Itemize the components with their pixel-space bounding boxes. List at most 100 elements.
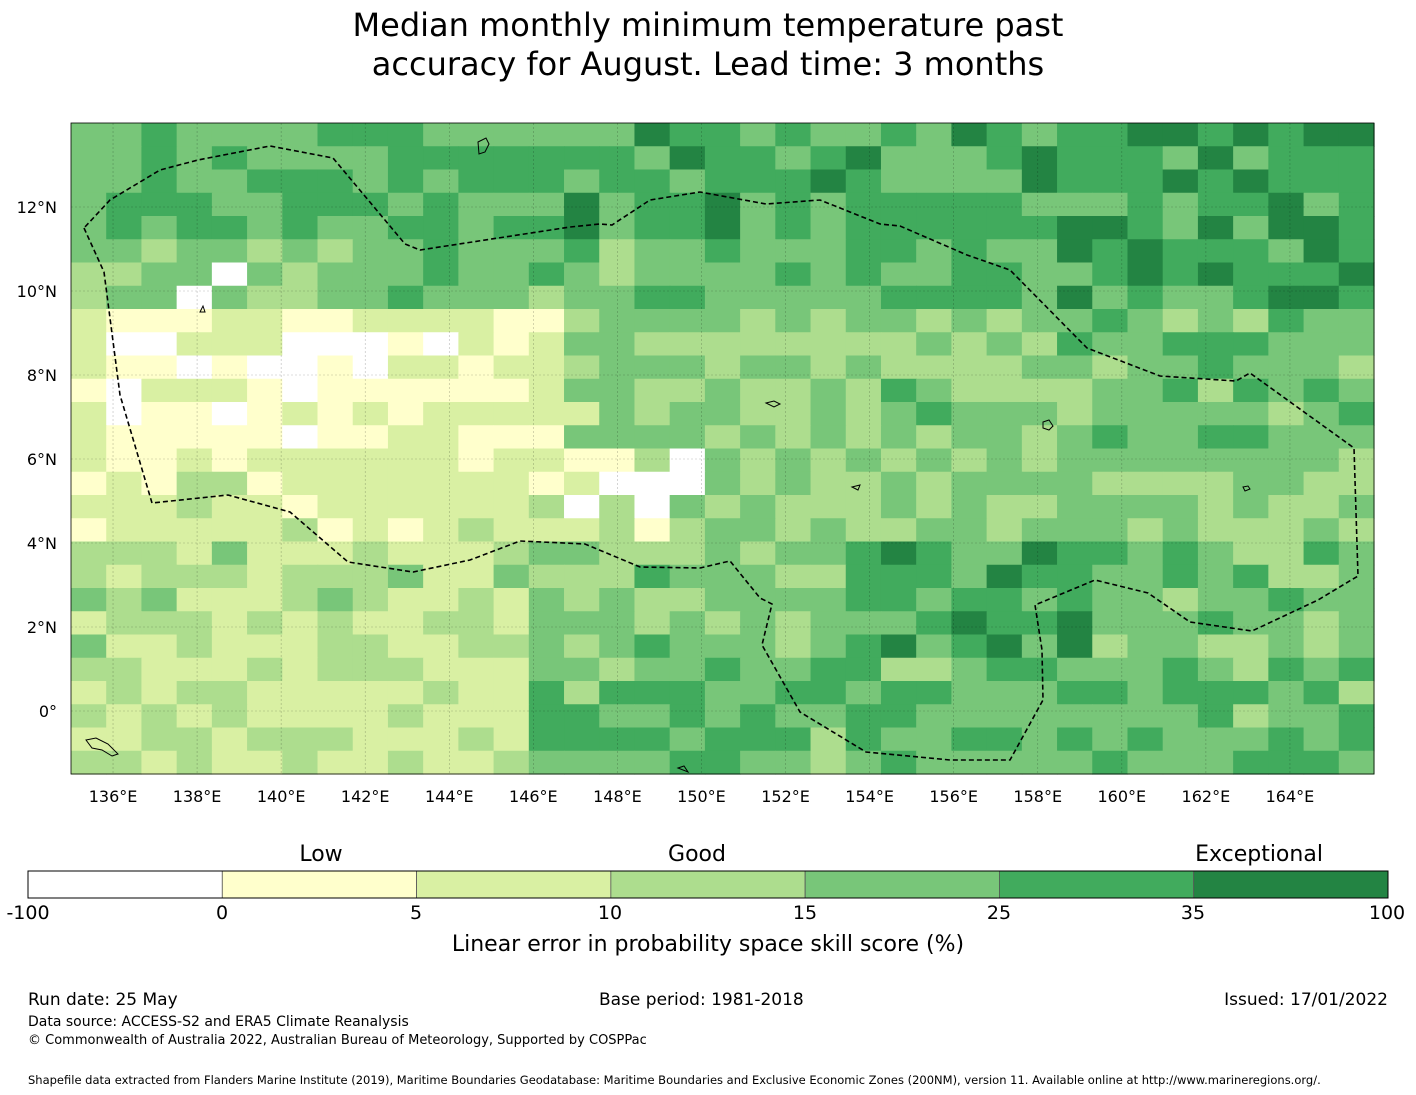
skill-cell (176, 402, 213, 426)
skill-cell (247, 448, 283, 473)
skill-cell (211, 495, 248, 519)
skill-cell (1303, 425, 1340, 450)
skill-cell (669, 564, 706, 589)
skill-cell (1092, 146, 1129, 171)
skill-cell (1268, 239, 1305, 264)
skill-cell (1092, 471, 1129, 496)
skill-cell (528, 727, 565, 752)
skill-cell (775, 355, 812, 380)
skill-cell (564, 541, 600, 566)
skill-cell (951, 402, 988, 426)
skill-cell (176, 634, 213, 659)
skill-cell (1197, 750, 1234, 775)
skill-cell (106, 634, 143, 659)
skill-cell (1338, 192, 1375, 217)
skill-cell (740, 309, 776, 333)
skill-cell (880, 123, 917, 147)
skill-cell (704, 704, 741, 729)
skill-cell (247, 123, 283, 147)
skill-cell (282, 564, 319, 589)
skill-cell (247, 169, 283, 194)
skill-cell (599, 495, 636, 519)
skill-cell (1233, 216, 1269, 240)
skill-cell (317, 355, 354, 380)
skill-cell (951, 448, 988, 473)
skill-cell (247, 541, 283, 566)
skill-cell (71, 495, 107, 519)
skill-cell (951, 239, 988, 264)
skill-cell (564, 634, 600, 659)
skill-cell (1092, 541, 1129, 566)
skill-cell (1127, 332, 1164, 357)
skill-cell (810, 588, 847, 612)
skill-cell (493, 727, 530, 752)
skill-cell (71, 588, 107, 612)
skill-cell (1233, 332, 1269, 357)
skill-cell (528, 634, 565, 659)
skill-cell (71, 192, 107, 217)
skill-cell (141, 285, 178, 310)
skill-cell (1162, 471, 1199, 496)
longitude-tick-label: 138°E (173, 787, 222, 806)
skill-cell (634, 564, 671, 589)
colorbar-segment (804, 870, 1000, 899)
skill-cell (247, 262, 283, 287)
skill-cell (1162, 518, 1199, 543)
skill-cell (352, 378, 389, 403)
skill-cell (211, 588, 248, 612)
skill-cell (810, 123, 847, 147)
skill-cell (1057, 378, 1093, 403)
skill-cell (986, 285, 1023, 310)
skill-cell (528, 262, 565, 287)
skill-cell (317, 402, 354, 426)
skill-cell (1197, 216, 1234, 240)
skill-cell (986, 704, 1023, 729)
skill-cell (986, 239, 1023, 264)
skill-cell (317, 588, 354, 612)
skill-cell (1197, 495, 1234, 519)
skill-cell (1092, 518, 1129, 543)
skill-cell (704, 355, 741, 380)
skill-cell (387, 448, 424, 473)
skill-cell (528, 169, 565, 194)
skill-cell (458, 123, 495, 147)
skill-cell (528, 657, 565, 682)
skill-cell (211, 448, 248, 473)
skill-cell (1162, 332, 1199, 357)
skill-cell (387, 588, 424, 612)
skill-cell (387, 216, 424, 240)
skill-cell (951, 588, 988, 612)
skill-cell (599, 588, 636, 612)
skill-cell (1057, 611, 1093, 636)
skill-cell (387, 262, 424, 287)
skill-cell (493, 588, 530, 612)
skill-cell (282, 355, 319, 380)
skill-cell (880, 564, 917, 589)
skill-cell (458, 402, 495, 426)
skill-cell (669, 704, 706, 729)
skill-cell (106, 239, 143, 264)
skill-cell (775, 611, 812, 636)
skill-cell (916, 727, 953, 752)
skill-cell (704, 309, 741, 333)
skill-cell (528, 239, 565, 264)
skill-cell (387, 471, 424, 496)
skill-cell (1162, 750, 1199, 775)
skill-cell (704, 750, 741, 775)
skill-cell (71, 332, 107, 357)
skill-cell (176, 681, 213, 705)
skill-cell (71, 146, 107, 171)
skill-cell (1162, 564, 1199, 589)
skill-cell (916, 541, 953, 566)
colorbar (27, 870, 1389, 899)
skill-cell (916, 750, 953, 775)
skill-cell (916, 495, 953, 519)
skill-cell (458, 216, 495, 240)
skill-cell (1233, 681, 1269, 705)
skill-cell (493, 750, 530, 775)
skill-cell (317, 727, 354, 752)
skill-cell (317, 611, 354, 636)
skill-cell (317, 541, 354, 566)
skill-cell (141, 448, 178, 473)
skill-cell (669, 285, 706, 310)
